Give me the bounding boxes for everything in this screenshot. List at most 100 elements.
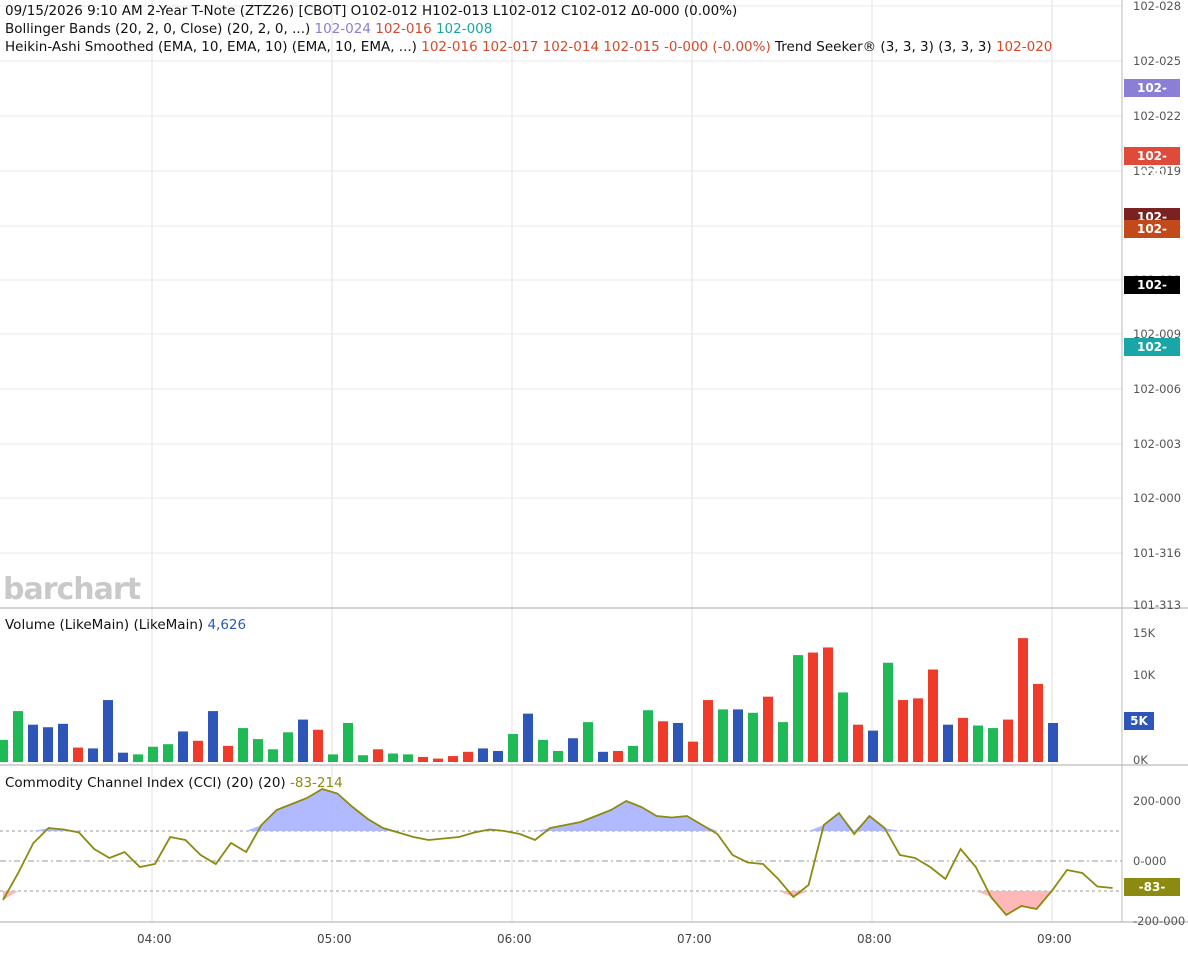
volume-bar [643,710,653,762]
cci-panel-label: Commodity Channel Index (CCI) (20) (20) … [5,774,343,792]
time-tick: 06:00 [497,932,532,946]
bollinger-upper-value: 102-024 [314,21,371,37]
last-price-badge: 102-012 [1124,276,1180,310]
volume-bar [778,722,788,762]
price-tick: 102-000 [1133,491,1182,505]
volume-bar [343,722,353,762]
price-tick: 101-316 [1133,546,1182,560]
volume-bar [853,724,863,762]
price-tick: 102-022 [1133,109,1182,123]
trend-seeker-label: Trend Seeker® (3, 3, 3) (3, 3, 3) [775,39,992,55]
volume-bar [913,698,923,762]
volume-bar [58,723,68,762]
volume-panel-label: Volume (LikeMain) (LikeMain) 4,626 [5,616,246,634]
volume-bar [898,700,908,762]
bollinger-lower-value: 102-008 [435,21,493,37]
cci-tick: 0-000 [1133,854,1167,868]
volume-bar [808,652,818,762]
volume-bar [448,756,458,762]
volume-bar [388,753,398,762]
volume-bar [1048,722,1058,762]
volume-bar [598,751,608,762]
volume-bar [673,722,683,762]
volume-bar [193,740,203,762]
volume-bar [313,729,323,762]
volume-bar [178,731,188,762]
volume-bar [28,724,38,762]
volume-bar [463,751,473,762]
barchart-logo: barchart [3,572,141,607]
volume-label: Volume (LikeMain) (LikeMain) [5,617,204,633]
volume-bar [508,734,518,762]
volume-bar [253,739,263,762]
volume-badge: 5K [1124,712,1154,730]
cci-line [2,788,1113,917]
volume-bar [478,748,488,762]
volume-bar [133,754,143,762]
heikin-ashi-values: 102-016 102-017 102-014 102-015 -0-000 (… [421,39,771,55]
time-tick: 05:00 [317,932,352,946]
volume-bar [493,750,503,762]
volume-bar [928,669,938,762]
volume-bar [1018,638,1028,762]
time-tick: 08:00 [857,932,892,946]
trend-seeker-badge: 102-020 [1124,147,1180,181]
volume-bar [553,750,563,762]
volume-bar [838,692,848,762]
cci-label: Commodity Channel Index (CCI) (20) (20) [5,775,286,791]
volume-bar [628,745,638,762]
volume-bar [403,754,413,762]
volume-bar [733,709,743,762]
price-tick: 102-003 [1133,437,1182,451]
volume-bar [43,727,53,762]
volume-bar [163,744,173,762]
volume-bar [13,711,23,762]
price-tick: 102-025 [1133,54,1182,68]
volume-bar [208,711,218,762]
volume-bar [973,725,983,762]
volume-bar [268,749,278,762]
volume-bar [418,756,428,762]
bollinger-upper-badge: 102-024 [1124,79,1180,113]
cci-series [0,788,1122,917]
panel-frames [0,0,1188,923]
bollinger-mid-value: 102-016 [375,21,432,37]
volume-bars [0,638,1058,762]
volume-bar [823,647,833,762]
cci-badge: -83-214 [1124,878,1180,912]
volume-tick: 10K [1133,668,1156,682]
volume-bar [883,662,893,762]
volume-bar [73,747,83,762]
price-tick: 102-009 [1133,327,1182,341]
trend-seeker-value: 102-020 [995,39,1053,55]
volume-bar [793,655,803,762]
volume-bar [538,739,548,762]
cci-tick: 200-000 [1133,794,1182,808]
price-tick: 102-019 [1133,164,1181,178]
volume-bar [688,741,698,762]
header-bollinger: Bollinger Bands (20, 2, 0, Close) (20, 2… [5,20,492,38]
time-tick: 04:00 [137,932,172,946]
bollinger-label: Bollinger Bands (20, 2, 0, Close) (20, 2… [5,21,311,37]
volume-bar [718,709,728,762]
volume-bar [298,719,308,762]
volume-bar [1033,683,1043,762]
volume-bar [988,728,998,762]
volume-tick: 15K [1133,626,1156,640]
bollinger-lower-badge: 102-008 [1124,338,1180,372]
volume-bar [583,722,593,762]
volume-bar [223,745,233,762]
volume-bar [118,752,128,762]
grid-lines [0,0,1122,922]
volume-bar [148,746,158,762]
price-tick: 101-313 [1133,598,1182,612]
volume-bar [0,739,8,762]
time-tick: 09:00 [1037,932,1072,946]
volume-bar [958,717,968,762]
volume-bar [703,700,713,762]
heikin-ashi-badge: 102-015 [1124,220,1180,254]
volume-tick: 0K [1133,753,1148,767]
volume-bar [613,750,623,762]
volume-bar [868,730,878,762]
